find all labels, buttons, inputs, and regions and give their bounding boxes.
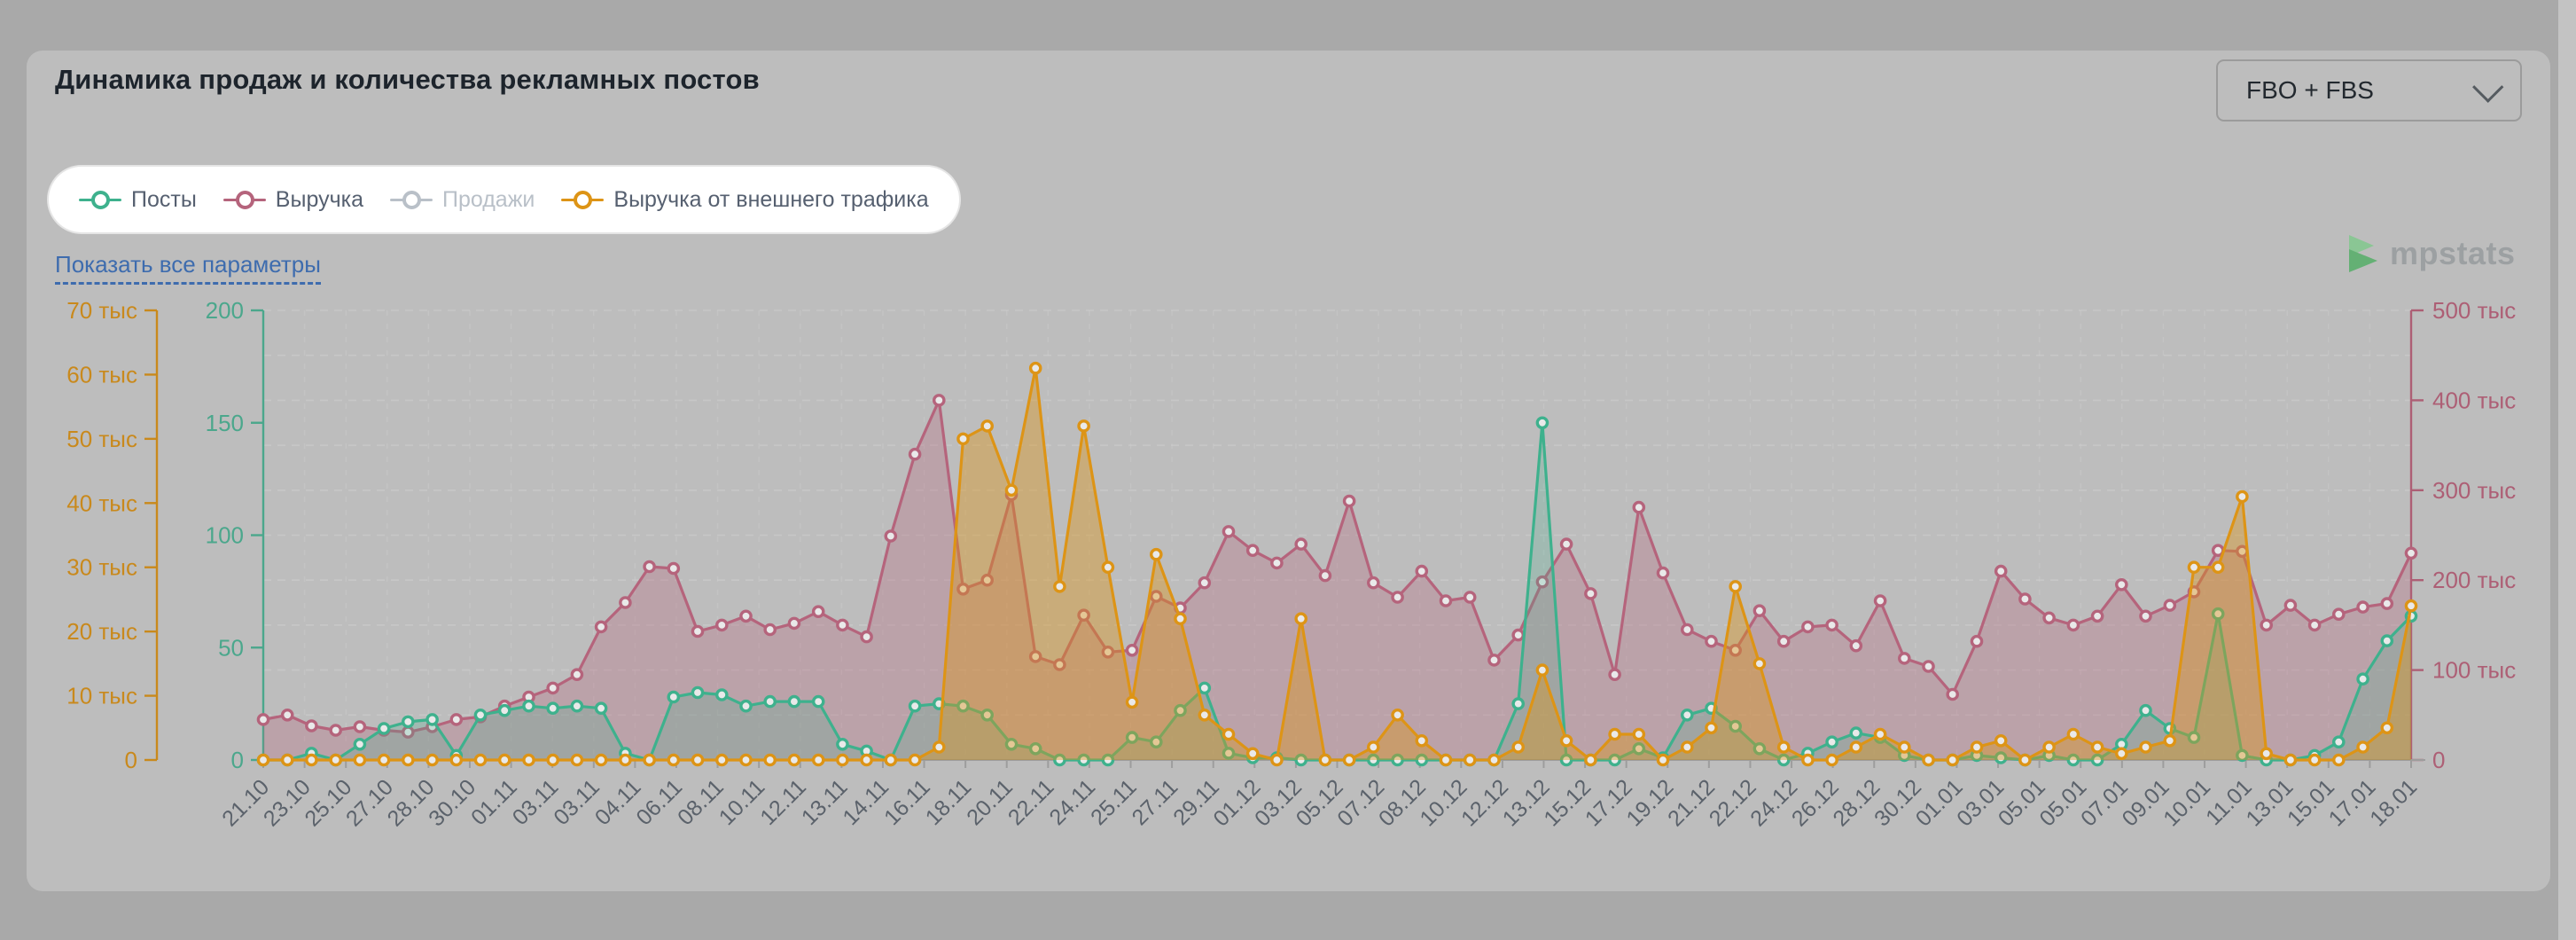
- page-title: Динамика продаж и количества рекламных п…: [55, 64, 760, 95]
- series-marker-icon: [222, 191, 266, 209]
- svg-text:20 тыс: 20 тыс: [66, 618, 137, 645]
- svg-text:25.10: 25.10: [300, 774, 356, 831]
- svg-text:27.10: 27.10: [341, 774, 398, 831]
- series-marker-icon: [561, 191, 605, 209]
- svg-text:06.11: 06.11: [631, 774, 687, 830]
- show-all-params-link[interactable]: Показать все параметры: [55, 251, 321, 285]
- svg-text:27.11: 27.11: [1128, 774, 1183, 830]
- fulfillment-select[interactable]: FBO + FBS: [2216, 59, 2522, 121]
- svg-text:18.11: 18.11: [921, 774, 977, 830]
- svg-text:500 тыс: 500 тыс: [2432, 297, 2516, 324]
- chart-legend: Посты Выручка Продажи Выручка от внешнег…: [49, 167, 959, 232]
- page-scrollbar[interactable]: [2558, 0, 2576, 940]
- svg-text:07.01: 07.01: [2076, 774, 2133, 831]
- svg-text:28.12: 28.12: [1828, 774, 1885, 831]
- svg-text:15.01: 15.01: [2283, 774, 2339, 831]
- svg-text:12.12: 12.12: [1456, 774, 1513, 831]
- svg-text:20.11: 20.11: [962, 774, 1018, 830]
- svg-text:22.11: 22.11: [1003, 774, 1059, 830]
- svg-text:19.12: 19.12: [1621, 774, 1678, 831]
- svg-text:0: 0: [2432, 747, 2445, 773]
- svg-text:24.12: 24.12: [1745, 774, 1802, 831]
- legend-item-sales[interactable]: Продажи: [389, 186, 535, 213]
- svg-text:0: 0: [231, 747, 244, 773]
- legend-item-posts[interactable]: Посты: [79, 187, 197, 213]
- svg-text:12.11: 12.11: [755, 774, 811, 830]
- legend-label: Продажи: [441, 186, 535, 212]
- mpstats-logo-icon: [2349, 235, 2377, 272]
- svg-text:03.12: 03.12: [1250, 774, 1307, 831]
- svg-text:200: 200: [206, 297, 244, 324]
- svg-text:28.10: 28.10: [383, 774, 440, 831]
- svg-text:30 тыс: 30 тыс: [66, 554, 137, 581]
- svg-text:03.11: 03.11: [549, 774, 605, 830]
- svg-text:10 тыс: 10 тыс: [66, 683, 137, 709]
- svg-text:10.11: 10.11: [714, 774, 770, 830]
- svg-text:22.12: 22.12: [1705, 774, 1761, 831]
- svg-text:08.12: 08.12: [1374, 774, 1431, 831]
- svg-text:15.12: 15.12: [1539, 774, 1596, 831]
- svg-text:03.11: 03.11: [508, 774, 564, 830]
- svg-text:10.01: 10.01: [2158, 774, 2215, 831]
- svg-text:200 тыс: 200 тыс: [2432, 567, 2516, 593]
- svg-text:10.12: 10.12: [1415, 774, 1471, 831]
- svg-text:50 тыс: 50 тыс: [66, 426, 137, 452]
- svg-text:05.12: 05.12: [1292, 774, 1348, 831]
- svg-text:01.01: 01.01: [1911, 774, 1968, 831]
- svg-text:17.12: 17.12: [1581, 774, 1637, 831]
- svg-text:40 тыс: 40 тыс: [66, 490, 137, 516]
- svg-text:04.11: 04.11: [590, 774, 646, 830]
- svg-text:30.12: 30.12: [1870, 774, 1926, 831]
- legend-label: Выручка от внешнего трафика: [613, 186, 929, 212]
- legend-label: Посты: [131, 186, 197, 212]
- svg-text:25.11: 25.11: [1086, 774, 1142, 830]
- series-marker-icon: [79, 191, 121, 209]
- svg-text:17.01: 17.01: [2324, 774, 2381, 831]
- mpstats-logo-text: mpstats: [2390, 235, 2516, 271]
- svg-text:08.11: 08.11: [673, 774, 729, 830]
- series-marker-icon: [389, 191, 433, 209]
- legend-item-external-traffic-revenue[interactable]: Выручка от внешнего трафика: [561, 186, 929, 213]
- svg-text:400 тыс: 400 тыс: [2432, 387, 2516, 413]
- svg-text:07.12: 07.12: [1332, 774, 1389, 831]
- svg-text:50: 50: [218, 634, 244, 661]
- svg-text:13.01: 13.01: [2241, 774, 2298, 831]
- svg-text:13.12: 13.12: [1498, 774, 1555, 831]
- legend-label: Выручка: [275, 186, 363, 212]
- svg-text:05.01: 05.01: [2034, 774, 2091, 831]
- svg-text:09.01: 09.01: [2118, 774, 2174, 831]
- svg-text:18.01: 18.01: [2365, 774, 2422, 831]
- legend-item-revenue[interactable]: Выручка: [222, 186, 363, 213]
- svg-text:150: 150: [206, 410, 244, 436]
- svg-text:16.11: 16.11: [879, 774, 935, 830]
- fulfillment-select-value: FBO + FBS: [2246, 76, 2374, 104]
- svg-text:01.11: 01.11: [466, 774, 522, 830]
- svg-text:05.01: 05.01: [1994, 774, 2050, 831]
- svg-text:100: 100: [206, 522, 244, 549]
- svg-text:14.11: 14.11: [838, 774, 894, 830]
- svg-text:24.11: 24.11: [1044, 774, 1100, 830]
- svg-text:26.12: 26.12: [1787, 774, 1844, 831]
- svg-text:13.11: 13.11: [797, 774, 853, 830]
- svg-text:70 тыс: 70 тыс: [66, 297, 137, 324]
- mpstats-watermark: mpstats: [2347, 235, 2516, 272]
- svg-text:0: 0: [125, 747, 137, 773]
- svg-text:30.10: 30.10: [424, 774, 480, 831]
- svg-text:21.10: 21.10: [217, 774, 274, 831]
- svg-text:03.01: 03.01: [1952, 774, 2009, 831]
- svg-text:100 тыс: 100 тыс: [2432, 657, 2516, 684]
- svg-text:300 тыс: 300 тыс: [2432, 477, 2516, 504]
- svg-text:01.12: 01.12: [1209, 774, 1266, 831]
- svg-text:60 тыс: 60 тыс: [66, 361, 137, 388]
- svg-text:21.12: 21.12: [1663, 774, 1720, 831]
- svg-text:23.10: 23.10: [259, 774, 316, 831]
